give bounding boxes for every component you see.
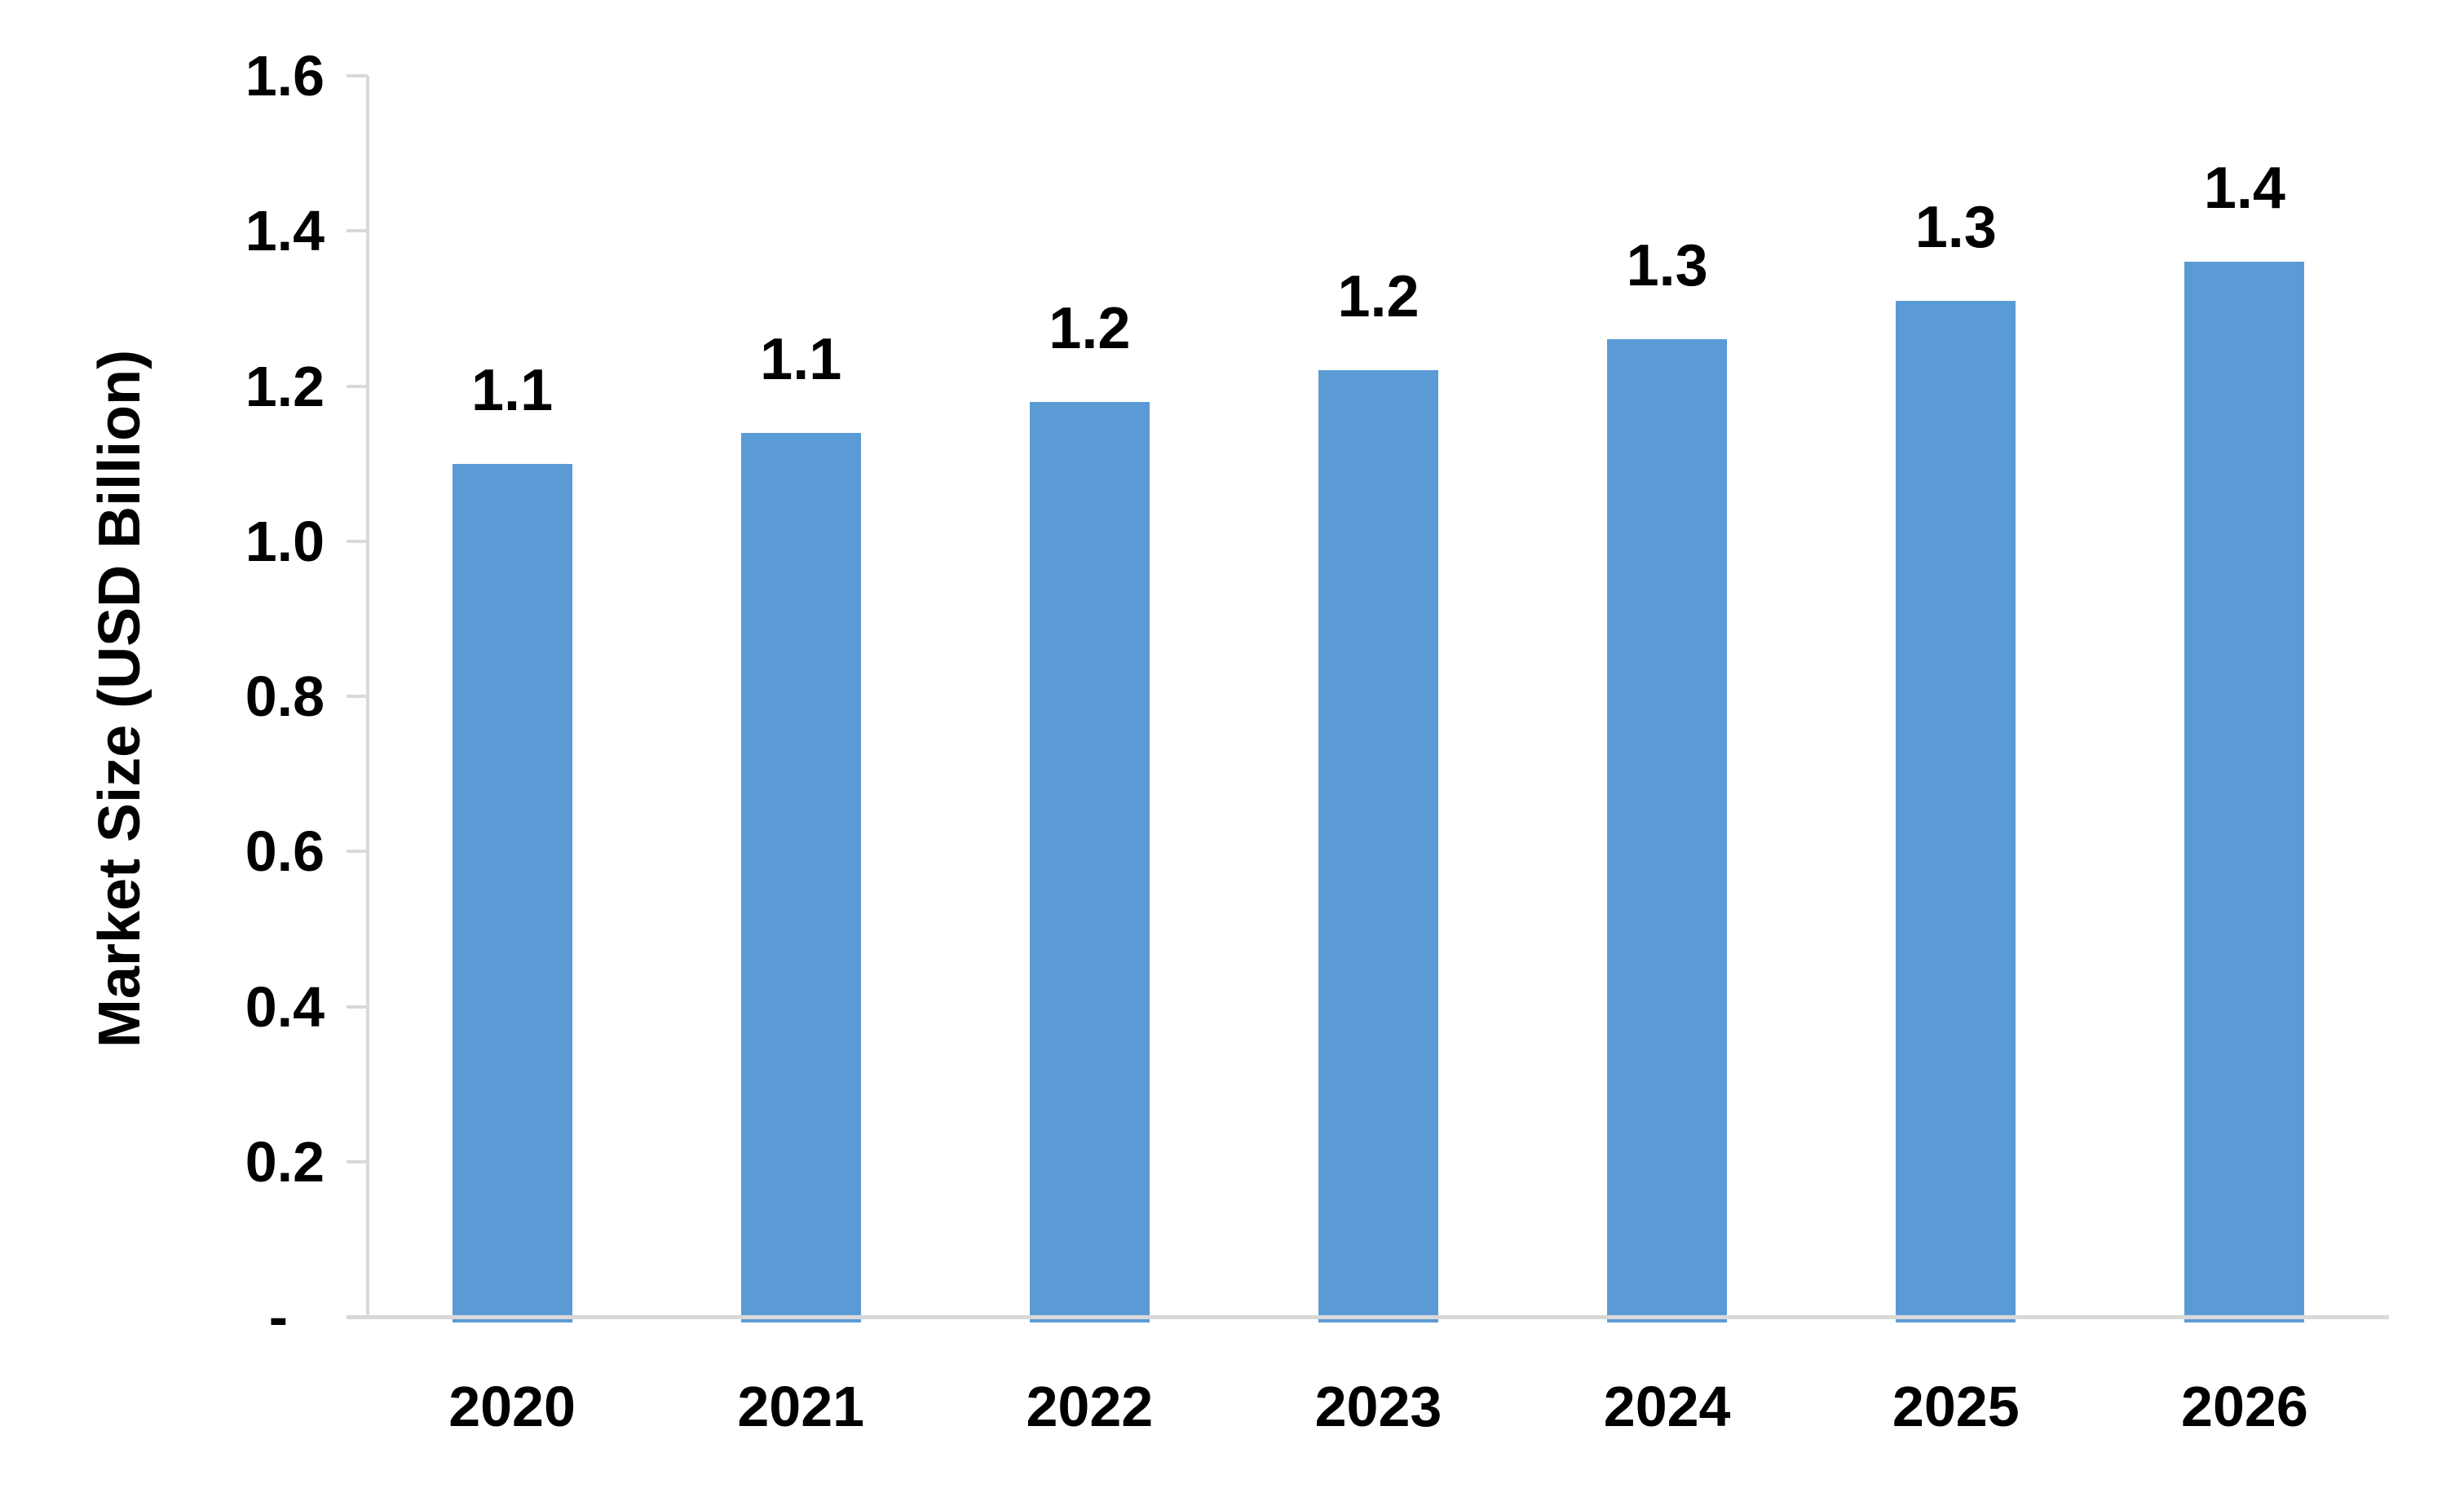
x-axis-label-2024: 2024	[1603, 1375, 1731, 1438]
y-axis-tick-label: 0.4	[245, 974, 325, 1039]
x-axis-label-2023: 2023	[1314, 1375, 1442, 1438]
bar-value-label-2025: 1.3	[1914, 194, 1997, 260]
x-axis-label-2026: 2026	[2181, 1375, 2308, 1438]
bar-2020	[452, 463, 572, 1322]
x-axis-label-2022: 2022	[1026, 1375, 1154, 1438]
y-axis-tick-label: 0.6	[245, 819, 325, 884]
y-axis-tick-label: 0.2	[245, 1129, 325, 1194]
y-axis-tick	[347, 539, 368, 543]
bar-value-label-2023: 1.2	[1337, 264, 1420, 330]
y-axis-tick-label: 0.8	[245, 665, 325, 728]
x-axis-label-2020: 2020	[448, 1375, 576, 1438]
y-axis-tick	[347, 384, 368, 388]
bar-value-label-2024: 1.3	[1626, 233, 1708, 299]
bar-value-label-2021: 1.1	[760, 326, 842, 392]
y-axis-tick-label: 1.6	[245, 44, 325, 108]
y-axis-tick	[347, 1315, 368, 1318]
bar-2021	[740, 432, 861, 1322]
bar-2026	[2184, 262, 2305, 1322]
y-axis-tick	[347, 850, 368, 854]
bar-2024	[1607, 339, 1728, 1322]
y-axis-tick-label: 1.2	[245, 354, 325, 418]
x-axis-label-2025: 2025	[1892, 1375, 2020, 1438]
y-axis-tick	[347, 695, 368, 698]
bar-value-label-2020: 1.1	[471, 357, 554, 423]
y-axis-tick-label: 1.4	[245, 199, 325, 263]
y-axis-tick	[347, 74, 368, 77]
bar-2022	[1029, 401, 1150, 1322]
y-axis-tick	[347, 229, 368, 233]
y-axis-tick-label: 1.0	[245, 509, 325, 573]
bar-2023	[1318, 370, 1438, 1322]
y-axis-tick	[347, 1159, 368, 1163]
bar-value-label-2026: 1.4	[2203, 156, 2285, 222]
y-axis-tick	[347, 1005, 368, 1009]
bar-2025	[1896, 300, 2016, 1322]
y-axis-tick-label: -	[268, 1285, 288, 1349]
bar-value-label-2022: 1.2	[1049, 295, 1131, 361]
y-axis-line	[366, 76, 369, 1319]
x-axis-label-2021: 2021	[737, 1375, 865, 1438]
x-axis-line	[347, 1315, 2389, 1319]
